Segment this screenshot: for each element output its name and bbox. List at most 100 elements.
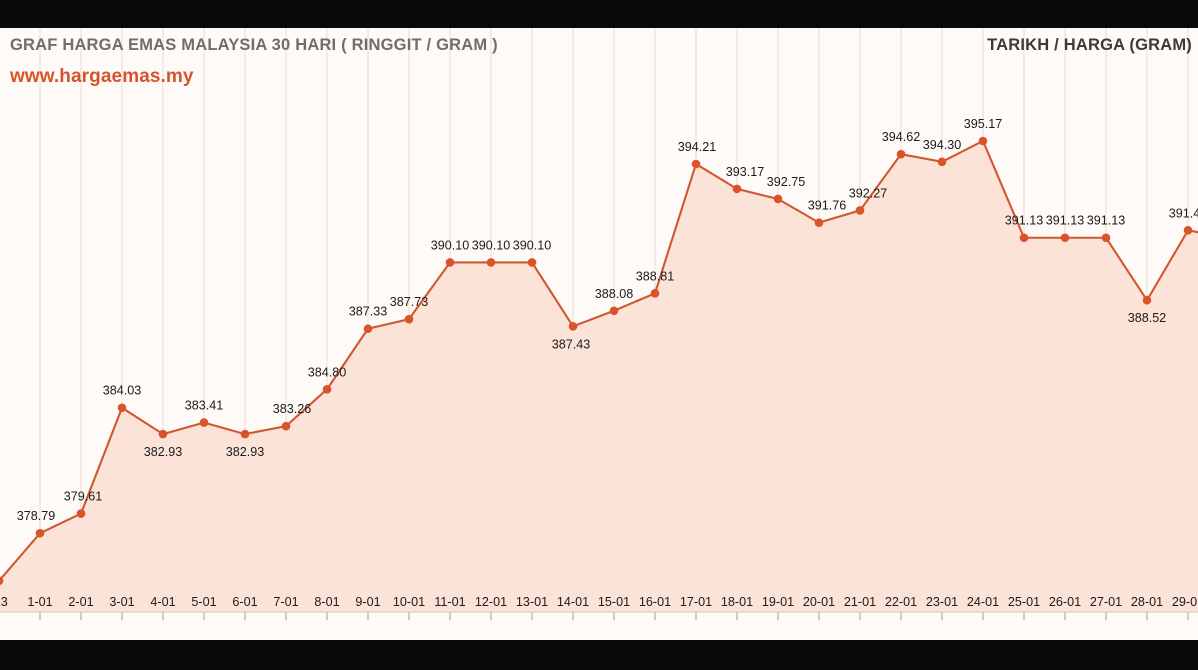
- data-point-label: 395.17: [964, 117, 1003, 131]
- data-point-label: 388.52: [1128, 311, 1167, 325]
- chart-value-labels: 378.79 379.61 384.03 382.93 383.41 382.93 383.…: [17, 117, 1198, 523]
- x-axis-label: 25-01: [1008, 595, 1040, 609]
- data-point-label: 391.44: [1169, 206, 1198, 220]
- x-axis-label: 17-01: [680, 595, 712, 609]
- data-point: [1183, 226, 1193, 235]
- x-axis-label: 23-01: [926, 595, 958, 609]
- x-axis-label: 15-01: [598, 595, 630, 609]
- chart-area-fill: [0, 141, 1198, 612]
- x-axis-label: 7-01: [273, 595, 298, 609]
- data-point-label: 382.93: [144, 445, 183, 459]
- x-axis-label: 28-01: [1131, 595, 1163, 609]
- bottom-black-bar: [0, 640, 1198, 670]
- data-point-label: 387.43: [552, 337, 591, 351]
- data-point: [199, 418, 209, 427]
- data-point: [35, 528, 45, 538]
- x-axis-label: .13: [0, 595, 8, 609]
- x-axis-label: 13-01: [516, 595, 548, 609]
- data-point: [1142, 295, 1152, 305]
- data-point: [363, 324, 373, 334]
- data-point: [322, 385, 332, 394]
- data-point: [158, 429, 168, 439]
- data-point-label: 393.17: [726, 165, 765, 179]
- data-point: [691, 159, 701, 169]
- data-point-label: 390.10: [513, 238, 552, 252]
- data-point: [527, 258, 537, 267]
- x-axis-label: 8-01: [314, 595, 339, 609]
- chart-markers: [0, 136, 1193, 586]
- x-axis-label: 27-01: [1090, 595, 1122, 609]
- data-point-label: 387.73: [390, 295, 429, 309]
- data-point-label: 391.76: [808, 199, 847, 213]
- x-axis-label: 26-01: [1049, 595, 1081, 609]
- x-axis-label: 11-01: [434, 595, 465, 609]
- data-point-label: 383.41: [185, 399, 224, 413]
- data-point-label: 391.13: [1087, 214, 1126, 228]
- x-axis-label: 21-01: [844, 595, 876, 609]
- data-point-label: 382.93: [226, 445, 265, 459]
- data-point-label: 394.30: [923, 138, 962, 152]
- data-point: [240, 429, 250, 439]
- data-point: [76, 509, 86, 518]
- x-axis-label: 12-01: [475, 595, 507, 609]
- x-axis-label: 5-01: [191, 595, 216, 609]
- top-black-bar: [0, 0, 1198, 28]
- data-point-label: 391.13: [1005, 214, 1044, 228]
- data-point: [896, 149, 906, 159]
- data-point-label: 392.75: [767, 175, 806, 189]
- data-point-label: 384.80: [308, 365, 347, 379]
- data-point: [1019, 233, 1029, 243]
- data-point: [1060, 233, 1070, 243]
- data-point-label: 379.61: [64, 490, 103, 504]
- chart-axis-ticks: [39, 612, 1189, 620]
- x-axis-label: 6-01: [232, 595, 257, 609]
- data-point: [814, 218, 824, 227]
- data-point-label: 394.21: [678, 140, 717, 154]
- x-axis-label: 24-01: [967, 595, 999, 609]
- data-point-label: 390.10: [472, 238, 511, 252]
- data-point-label: 394.62: [882, 130, 921, 144]
- data-point: [855, 206, 865, 215]
- x-axis-label: 3-01: [109, 595, 134, 609]
- data-point: [609, 306, 619, 316]
- x-axis-label: 2-01: [68, 595, 93, 609]
- data-point: [0, 576, 4, 586]
- page-title: GRAF HARGA EMAS MALAYSIA 30 HARI ( RINGG…: [10, 36, 498, 54]
- x-axis-label: 16-01: [639, 595, 671, 609]
- x-axis-label: 9-01: [355, 595, 380, 609]
- x-axis-label: 20-01: [803, 595, 835, 609]
- data-point: [978, 136, 988, 146]
- website-label: www.hargaemas.my: [10, 66, 194, 87]
- gold-price-line-chart: 378.79 379.61 384.03 382.93 383.41 382.93 383.…: [0, 28, 1198, 640]
- data-point: [281, 421, 291, 431]
- data-point: [650, 288, 660, 298]
- data-point-label: 388.08: [595, 287, 634, 301]
- data-point: [445, 258, 455, 267]
- data-point-label: 383.26: [273, 402, 312, 416]
- data-point: [486, 258, 496, 267]
- x-axis-label: 14-01: [557, 595, 589, 609]
- data-point: [568, 322, 578, 331]
- data-point-label: 384.03: [103, 384, 142, 398]
- x-axis-label: 10-01: [393, 595, 425, 609]
- x-axis-label: 1-01: [27, 595, 52, 609]
- x-axis-label: 29-01: [1172, 595, 1198, 609]
- data-point: [404, 314, 414, 324]
- data-point: [773, 194, 783, 204]
- x-axis-label: 18-01: [721, 595, 753, 609]
- data-point: [937, 157, 947, 167]
- data-point-label: 390.10: [431, 238, 470, 252]
- axis-caption: TARIKH / HARGA (GRAM): [987, 36, 1192, 54]
- data-point-label: 388.81: [636, 269, 675, 283]
- chart-plate: 378.79 379.61 384.03 382.93 383.41 382.93 383.…: [0, 28, 1198, 640]
- data-point: [1101, 233, 1111, 243]
- x-axis-label: 22-01: [885, 595, 917, 609]
- x-axis-label: 19-01: [762, 595, 794, 609]
- data-point: [732, 184, 742, 194]
- data-point-label: 392.27: [849, 186, 888, 200]
- data-point: [117, 403, 127, 413]
- chart-x-axis-labels: .13 1-01 2-01 3-01 4-01 5-01 6-01 7-01 8-01 9-01 1…: [0, 595, 1198, 609]
- x-axis-label: 4-01: [150, 595, 175, 609]
- data-point-label: 387.33: [349, 305, 388, 319]
